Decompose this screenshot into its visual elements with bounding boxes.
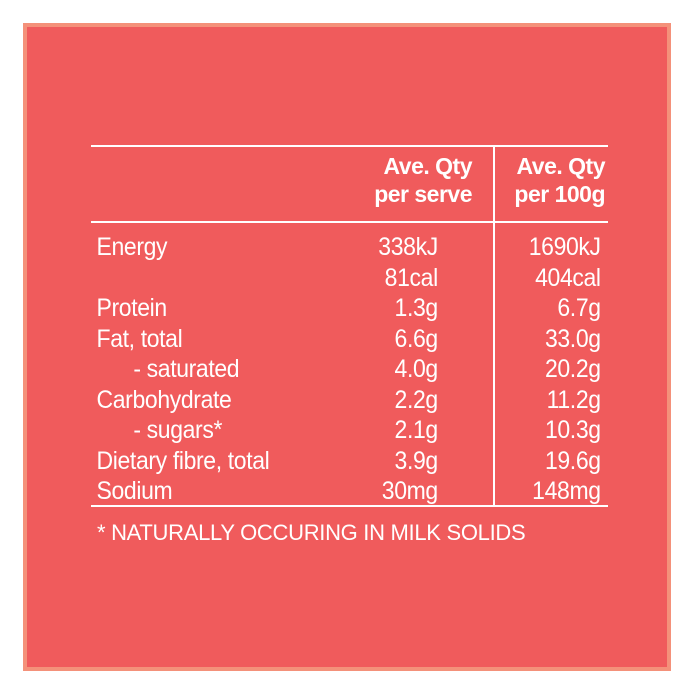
header-per-100g: Ave. Qty per 100g — [495, 152, 605, 208]
per-serve-value: 1.3g — [394, 294, 439, 322]
nutrient-label: Fat, total — [96, 324, 183, 353]
nutrient-label: - saturated — [133, 355, 240, 383]
footnote: * NATURALLY OCCURING IN MILK SOLIDS — [97, 520, 526, 545]
header-per-100g-line2: per 100g — [514, 181, 605, 207]
header-column-divider — [493, 145, 495, 222]
header-rule — [91, 221, 608, 223]
header-per-serve-line1: Ave. Qty — [383, 153, 473, 179]
header-per-serve: Ave. Qty per serve — [346, 152, 472, 208]
header-per-100g-line1: Ave. Qty — [516, 153, 606, 179]
per-serve-value: 2.2g — [394, 385, 439, 414]
top-rule — [91, 145, 608, 147]
per-100g-value: 11.2g — [546, 385, 601, 414]
per-serve-value: 338kJ — [378, 233, 438, 261]
per-serve-value: 30mg — [381, 477, 438, 505]
per-100g-value: 20.2g — [544, 355, 601, 383]
per-100g-value: 6.7g — [557, 294, 601, 322]
table-row: Carbohydrate 2.2g 11.2g — [91, 385, 608, 416]
table-row: - sugars* 2.1g 10.3g — [91, 415, 608, 446]
per-100g-value: 404cal — [535, 263, 601, 292]
table-row: Sodium 30mg 148mg — [91, 476, 608, 507]
bottom-rule — [91, 505, 608, 507]
body-column-divider — [493, 223, 495, 505]
nutrient-label: Dietary fibre, total — [96, 446, 270, 475]
per-serve-value: 4.0g — [394, 355, 439, 383]
per-serve-value: 3.9g — [394, 446, 439, 475]
nutrient-label: Energy — [96, 233, 168, 261]
label-background — [23, 23, 671, 671]
table-row: Energy 338kJ 1690kJ — [91, 232, 608, 263]
per-100g-value: 148mg — [532, 477, 601, 505]
per-serve-value: 6.6g — [394, 324, 439, 353]
table-row: Protein 1.3g 6.7g — [91, 293, 608, 324]
nutrition-rows: Energy 338kJ 1690kJ 81cal 404cal Protein… — [91, 232, 608, 507]
table-row: 81cal 404cal — [91, 263, 608, 294]
header-per-serve-line2: per serve — [374, 181, 472, 207]
per-serve-value: 2.1g — [394, 416, 439, 444]
nutrient-label: Protein — [96, 294, 168, 322]
nutrient-label: - sugars* — [133, 416, 223, 444]
per-serve-value: 81cal — [384, 263, 439, 292]
table-row: Dietary fibre, total 3.9g 19.6g — [91, 446, 608, 477]
per-100g-value: 33.0g — [544, 324, 601, 353]
table-row: Fat, total 6.6g 33.0g — [91, 324, 608, 355]
per-100g-value: 19.6g — [544, 446, 601, 475]
nutrient-label: Carbohydrate — [96, 385, 232, 414]
nutrient-label: Sodium — [96, 477, 173, 505]
per-100g-value: 1690kJ — [528, 233, 601, 261]
table-row: - saturated 4.0g 20.2g — [91, 354, 608, 385]
per-100g-value: 10.3g — [544, 416, 601, 444]
